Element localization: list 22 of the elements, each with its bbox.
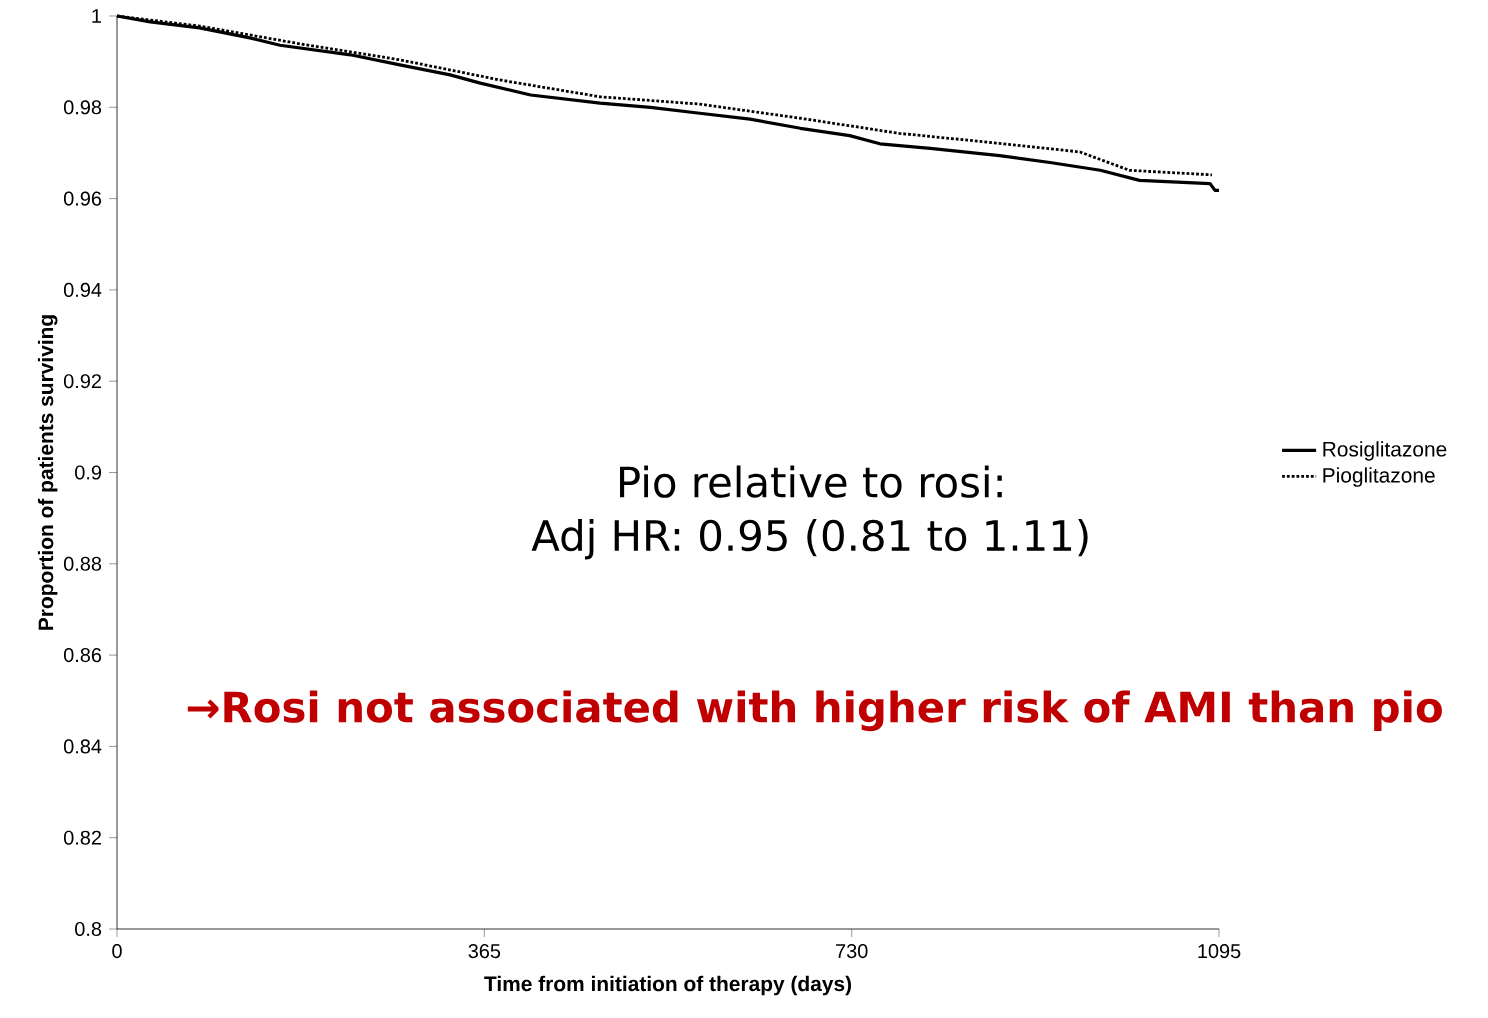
annotation: Adj HR: 0.95 (0.81 to 1.11) bbox=[531, 518, 1088, 560]
x-tick-label: 1095 bbox=[1198, 944, 1241, 959]
x-tick-label: 730 bbox=[836, 944, 868, 959]
y-tick-label: 0.92 bbox=[63, 374, 101, 389]
x-tick-label: 0 bbox=[112, 944, 122, 959]
annotation: →Rosi not associated with higher risk of AMI than pio bbox=[187, 690, 1442, 732]
x-tick-label: 365 bbox=[468, 944, 501, 959]
legend-label: Pioglitazone bbox=[1323, 467, 1435, 487]
y-tick-label: 0.96 bbox=[63, 191, 102, 206]
y-tick-label: 0.8 bbox=[75, 921, 102, 937]
y-tick-label: 1 bbox=[92, 9, 102, 23]
y-tick-label: 0.82 bbox=[63, 830, 101, 845]
annotation: Pio relative to rosi: bbox=[620, 465, 1002, 498]
legend-label: Rosiglitazone bbox=[1323, 441, 1447, 461]
y-tick-label: 0.98 bbox=[63, 100, 102, 115]
y-tick-label: 0.9 bbox=[75, 465, 102, 480]
x-axis-title: Time from initiation of therapy (days) bbox=[484, 975, 852, 996]
y-tick-label: 0.84 bbox=[63, 739, 102, 754]
y-tick-label: 0.94 bbox=[63, 282, 102, 297]
y-tick-label: 0.86 bbox=[63, 648, 102, 663]
y-axis-title: Proportion of patients surviving bbox=[37, 315, 58, 630]
y-tick-label: 0.88 bbox=[63, 556, 102, 571]
